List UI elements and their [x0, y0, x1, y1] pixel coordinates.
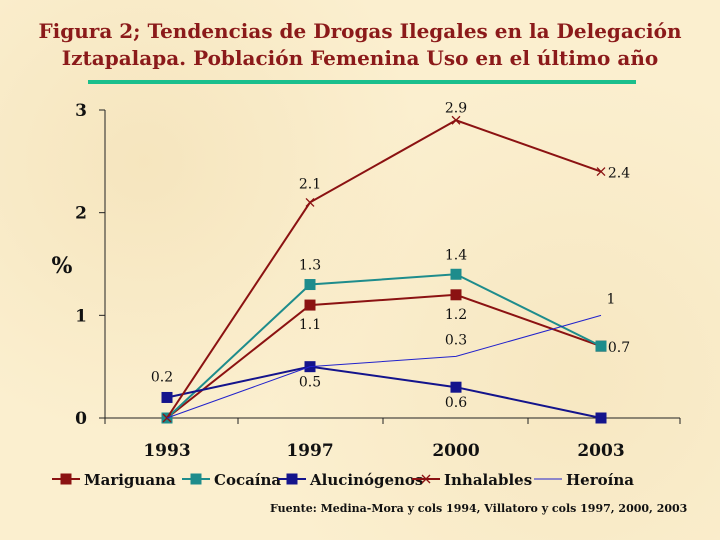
y-tick-label: 2 — [75, 204, 87, 224]
data-point-inhalables-stroke — [451, 115, 461, 125]
data-point-mariguana — [304, 299, 316, 311]
legend-item-alucin-genos: Alucinógenos — [278, 471, 423, 489]
y-tick-label: 1 — [75, 306, 87, 326]
x-tick-label: 1997 — [286, 441, 333, 461]
legend-swatch-marker — [421, 474, 431, 484]
y-tick-label: 3 — [75, 101, 87, 121]
legend-item-inhalables: Inhalables — [412, 471, 532, 489]
legend-swatch-marker-stroke — [421, 474, 431, 484]
data-point-inhalables-stroke — [596, 167, 606, 177]
legend-label: Mariguana — [84, 471, 176, 489]
data-point-inhalables-stroke — [305, 197, 315, 207]
data-label-alucin-genos: 0.5 — [299, 375, 321, 391]
legend-label: Heroína — [566, 471, 634, 489]
legend-item-mariguana: Mariguana — [52, 471, 176, 489]
data-label-hero-na: 0.3 — [445, 332, 467, 348]
data-label-alucin-genos: 0.6 — [445, 395, 467, 411]
legend-label: Inhalables — [444, 471, 532, 489]
series-line-mariguana — [166, 293, 602, 419]
data-label-inhalables: 2.4 — [608, 166, 630, 182]
data-label-mariguana: 1.2 — [445, 307, 467, 323]
y-axis-label: % — [52, 253, 73, 279]
chart-title: Figura 2; Tendencias de Drogas Ilegales … — [0, 18, 720, 72]
x-tick-label: 2003 — [577, 441, 624, 461]
data-point-coca-na — [450, 268, 462, 280]
title-underline — [88, 80, 636, 84]
source-note: Fuente: Medina-Mora y cols 1994, Villato… — [270, 502, 688, 515]
legend-swatch-marker — [60, 473, 72, 485]
data-point-alucin-genos — [161, 391, 173, 403]
chart-legend: Mariguana Cocaína Alucinógenos Inhalables He… — [52, 471, 634, 489]
chart-series — [161, 115, 607, 424]
data-label-mariguana: 1.1 — [299, 317, 321, 333]
data-label-hero-na: 1 — [607, 291, 616, 307]
chart-data-labels: 1.1 1.2 1.3 1.4 0.7 0.2 0.5 0.6 2.1 2.9 2.4 0.3 1 — [151, 100, 630, 411]
legend-item-coca-na: Cocaína — [182, 471, 281, 489]
x-tick-label: 2000 — [432, 441, 479, 461]
legend-label: Alucinógenos — [309, 471, 423, 489]
data-label-coca-na: 0.7 — [608, 340, 630, 356]
y-tick-label: 0 — [75, 409, 87, 429]
data-label-alucin-genos: 0.2 — [151, 369, 173, 385]
data-point-alucin-genos — [450, 381, 462, 393]
data-label-inhalables: 2.9 — [445, 100, 467, 116]
chart-title-line1: Figura 2; Tendencias de Drogas Ilegales … — [38, 19, 682, 43]
data-point-alucin-genos — [595, 412, 607, 424]
data-point-coca-na — [595, 340, 607, 352]
data-point-inhalables — [451, 115, 461, 125]
data-point-inhalables — [305, 197, 315, 207]
series-line-coca-na — [166, 273, 602, 419]
data-label-coca-na: 1.3 — [299, 258, 321, 274]
data-point-coca-na — [304, 279, 316, 291]
legend-swatch-marker — [190, 473, 202, 485]
chart-axes: 0 1 2 3 1993 1997 2000 2003% — [52, 101, 681, 461]
data-label-inhalables: 2.1 — [299, 176, 321, 192]
legend-item-hero-na: Heroína — [534, 471, 634, 489]
chart-title-line2: Iztapalapa. Población Femenina Uso en el… — [61, 46, 659, 70]
legend-label: Cocaína — [214, 471, 281, 489]
x-tick-label: 1993 — [143, 441, 190, 461]
series-line-alucin-genos — [166, 365, 602, 419]
data-point-inhalables — [596, 167, 606, 177]
data-point-mariguana — [450, 289, 462, 301]
series-line-hero-na — [166, 314, 602, 419]
data-label-coca-na: 1.4 — [445, 247, 467, 263]
legend-swatch-marker — [286, 473, 298, 485]
series-line-inhalables — [166, 119, 602, 419]
